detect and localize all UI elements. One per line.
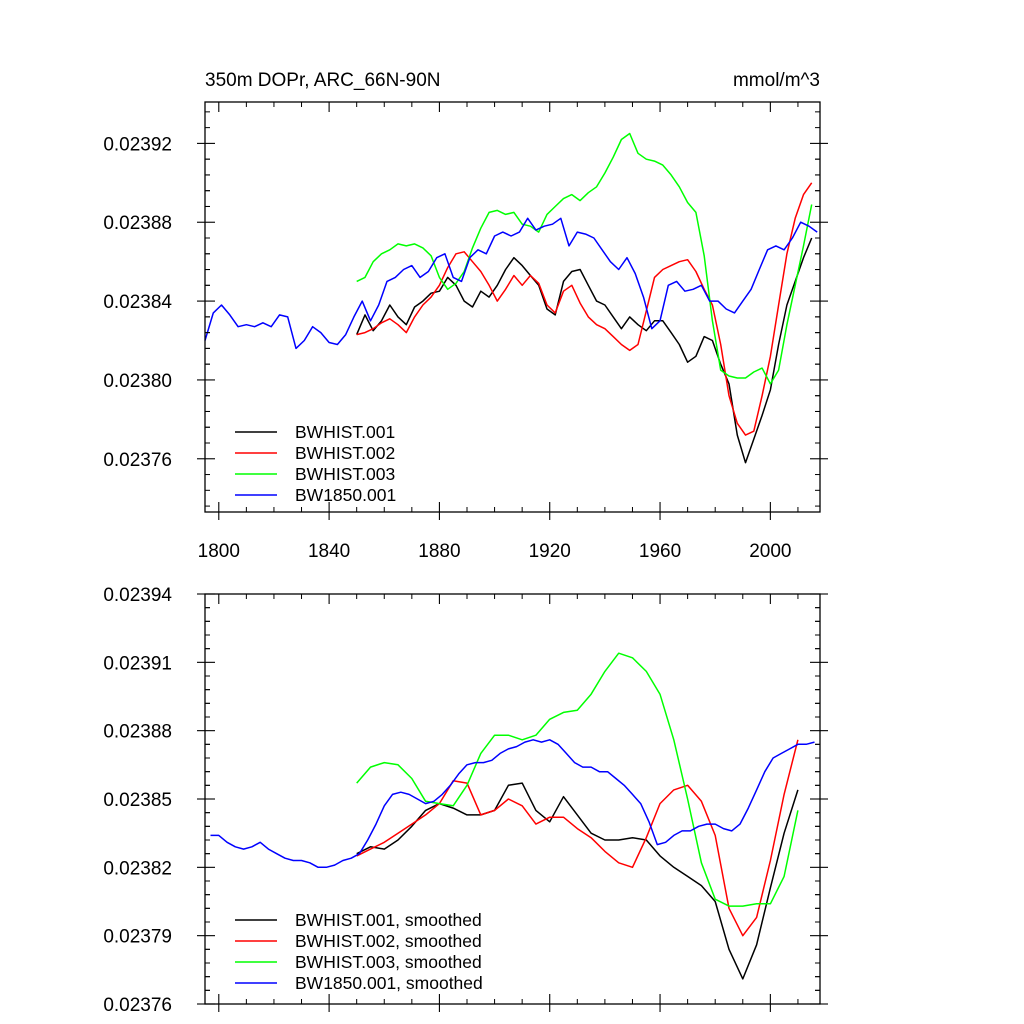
bottom-series-line (356, 739, 799, 937)
top-x-tick-label: 1960 (639, 541, 681, 562)
top-tick-layer: 1800 1840 1880 1920 1960 2000 0.02376 0.02380 0.… (103, 102, 828, 562)
top-x-tick-label: 2000 (749, 541, 791, 562)
top-series-line (356, 182, 813, 436)
bottom-y-tick-label: 0.02382 (103, 858, 172, 879)
top-y-tick-label: 0.02392 (103, 134, 172, 155)
top-series-line (204, 217, 818, 350)
bottom-y-tick-label: 0.02394 (103, 585, 172, 606)
top-panel: 350m DOPr, ARC_66N-90N mmol/m^3 1800 1840… (103, 70, 828, 562)
top-series-line (356, 132, 813, 385)
bottom-series-line (210, 739, 815, 869)
top-panel-title: 350m DOPr, ARC_66N-90N (205, 70, 441, 91)
top-legend-label: BWHIST.002 (295, 443, 395, 463)
bottom-plot-frame (204, 593, 821, 1005)
bottom-panel: 0.02376 0.02379 0.02382 0.02385 0.02388 0.023… (103, 585, 828, 1016)
bottom-y-tick-label: 0.02388 (103, 722, 172, 743)
top-y-tick-label: 0.02376 (103, 450, 172, 471)
top-panel-units: mmol/m^3 (733, 70, 820, 91)
bottom-series-line (356, 782, 799, 980)
bottom-legend-label: BWHIST.001, smoothed (295, 910, 482, 930)
top-y-tick-label: 0.02384 (103, 292, 172, 313)
top-series-line (356, 237, 813, 464)
top-plot-frame (204, 101, 821, 513)
bottom-tick-layer: 0.02376 0.02379 0.02382 0.02385 0.02388 0.023… (103, 585, 828, 1016)
top-legend-label: BWHIST.001 (295, 422, 395, 442)
bottom-series-layer (210, 652, 815, 980)
top-legend-label: BWHIST.003 (295, 464, 395, 484)
top-series-layer (204, 132, 818, 464)
bottom-y-tick-label: 0.02391 (103, 653, 172, 674)
top-y-tick-label: 0.02380 (103, 371, 172, 392)
top-x-tick-label: 1800 (198, 541, 240, 562)
top-x-tick-label: 1840 (308, 541, 350, 562)
bottom-y-tick-label: 0.02376 (103, 995, 172, 1016)
top-legend-label: BW1850.001 (295, 485, 396, 505)
top-x-tick-label: 1920 (529, 541, 571, 562)
bottom-legend-label: BW1850.001, smoothed (295, 973, 483, 993)
bottom-y-tick-label: 0.02379 (103, 927, 172, 948)
bottom-legend-label: BWHIST.003, smoothed (295, 952, 482, 972)
top-x-tick-label: 1880 (418, 541, 460, 562)
bottom-y-tick-label: 0.02385 (103, 790, 172, 811)
top-y-tick-label: 0.02388 (103, 213, 172, 234)
bottom-legend-label: BWHIST.002, smoothed (295, 931, 482, 951)
